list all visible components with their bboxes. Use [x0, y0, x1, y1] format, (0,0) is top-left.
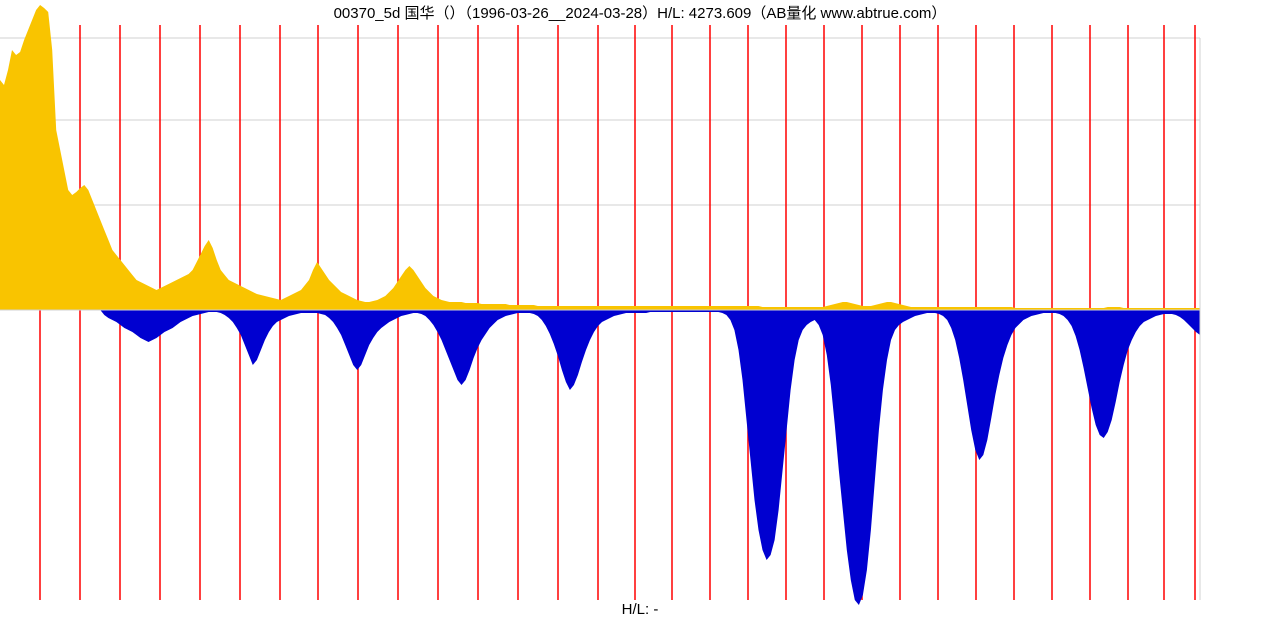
chart-footer: H/L: -: [0, 601, 1280, 618]
chart-container: 00370_5d 国华（）（1996-03-26__2024-03-28）H/L…: [0, 0, 1280, 620]
chart-svg: [0, 0, 1280, 620]
chart-title: 00370_5d 国华（）（1996-03-26__2024-03-28）H/L…: [0, 2, 1280, 23]
